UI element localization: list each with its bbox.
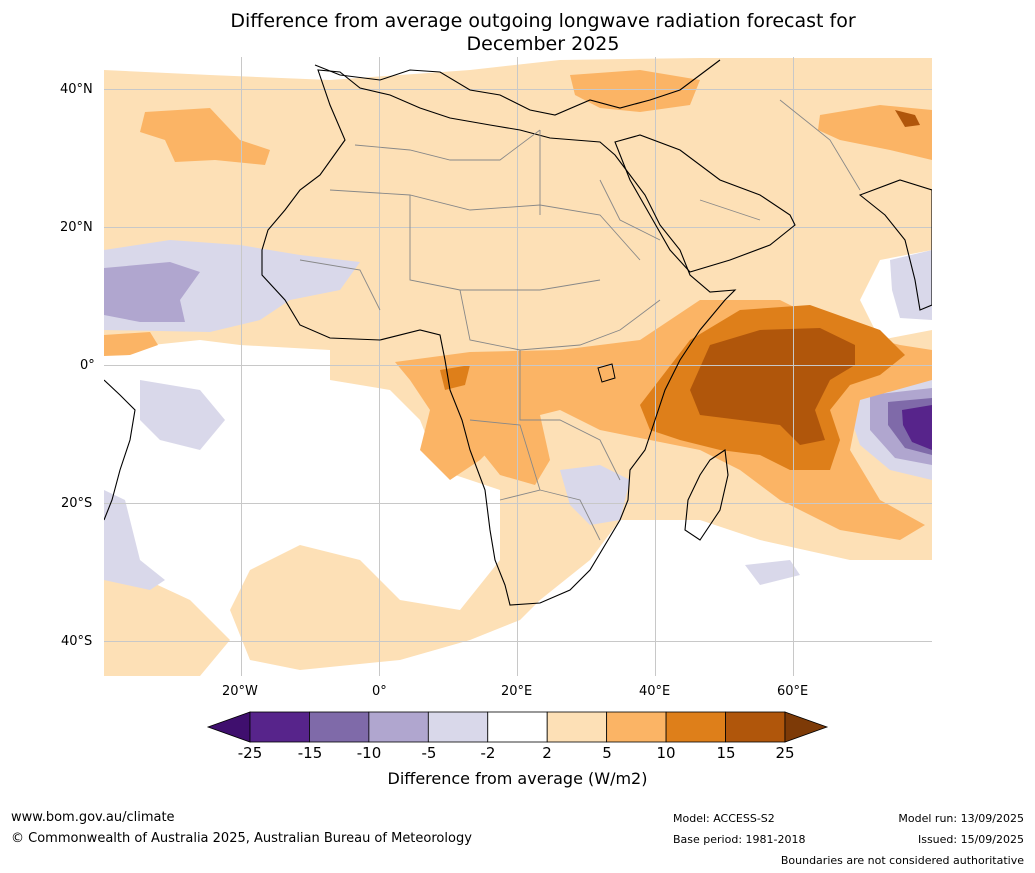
footer-model-run: Model run: 13/09/2025 [898, 812, 1024, 825]
anomaly-region-turkey-orange [570, 70, 700, 112]
anomaly-region-indian-purple-peak [902, 405, 932, 450]
anomaly-region-south-pacific [104, 560, 230, 676]
colorbar-tick: -15 [297, 744, 323, 762]
colorbar-segment [368, 711, 429, 743]
country-borders [299, 99, 861, 541]
colorbar-segment [546, 711, 608, 743]
colorbar-tick: -10 [356, 744, 382, 762]
lakes [597, 363, 616, 383]
colorbar-tick: -25 [237, 744, 263, 762]
title-line-2: December 2025 [466, 33, 620, 55]
map-title: Difference from average outgoing longwav… [0, 10, 1035, 56]
colorbar-segment [665, 711, 726, 743]
colorbar-segment [606, 711, 667, 743]
colorbar-extend-low [206, 711, 251, 743]
footer-url[interactable]: www.bom.gov.au/climate [11, 810, 175, 825]
colorbar-segment [487, 711, 548, 743]
colorbar-segment [249, 711, 310, 743]
colorbar-tick: 2 [542, 744, 552, 762]
colorbar-extend-high [784, 711, 829, 743]
title-line-1: Difference from average outgoing longwav… [230, 10, 856, 32]
colorbar-segment [725, 711, 786, 743]
arabia-coastline [614, 134, 796, 273]
colorbar-tick: 15 [716, 744, 736, 762]
madagascar-coastline [684, 449, 729, 541]
india-coastline [858, 179, 932, 311]
lat-label-40s: 40°S [61, 634, 93, 649]
anomaly-region-atlantic-strip-orange [104, 332, 158, 356]
africa-coastline [261, 69, 737, 606]
anomaly-region-south-indian [745, 560, 800, 585]
anomaly-region-sahara-orange [140, 108, 270, 165]
lat-label-20n: 20°N [60, 220, 93, 235]
anomaly-region-congo-darkorange [440, 365, 470, 390]
footer-base-period: Base period: 1981-2018 [673, 833, 806, 846]
colorbar-tick: 5 [602, 744, 612, 762]
footer-copyright: © Commonwealth of Australia 2025, Austra… [11, 831, 472, 846]
south-america-coastline [104, 379, 136, 521]
lon-label-20w: 20°W [222, 684, 258, 699]
anomaly-region-himalaya-brown [895, 110, 920, 127]
anomaly-region-atlantic-core [104, 262, 200, 322]
lat-label-20s: 20°S [61, 496, 93, 511]
lon-label-40e: 40°E [639, 684, 671, 699]
anomaly-region-angola-orange [480, 415, 550, 485]
footer-disclaimer: Boundaries are not considered authoritat… [780, 854, 1024, 867]
graticule [104, 57, 932, 676]
anomaly-region-southwest [104, 490, 165, 590]
europe-coastline [314, 59, 721, 116]
lat-label-40n: 40°N [60, 82, 93, 97]
anomaly-region-mozambique [560, 465, 630, 525]
anomaly-region-bay-of-bengal [890, 250, 932, 320]
coastlines [104, 59, 932, 606]
anomaly-region-south-atlantic [140, 380, 225, 450]
footer-model: Model: ACCESS-S2 [673, 812, 775, 825]
colorbar-segment [309, 711, 370, 743]
lon-label-60e: 60°E [777, 684, 809, 699]
colorbar-tick: 10 [656, 744, 676, 762]
colorbar-tick: -5 [421, 744, 437, 762]
colorbar-tick: 25 [775, 744, 795, 762]
anomaly-region-arabian-sea-brown [690, 328, 855, 445]
colorbar-title: Difference from average (W/m2) [387, 769, 648, 788]
lat-label-0: 0° [80, 358, 95, 373]
colorbar-segment [427, 711, 489, 743]
footer-issued: Issued: 15/09/2025 [917, 833, 1024, 846]
lon-label-20e: 20°E [501, 684, 533, 699]
lon-label-0: 0° [372, 684, 387, 699]
colorbar-tick: -2 [480, 744, 496, 762]
